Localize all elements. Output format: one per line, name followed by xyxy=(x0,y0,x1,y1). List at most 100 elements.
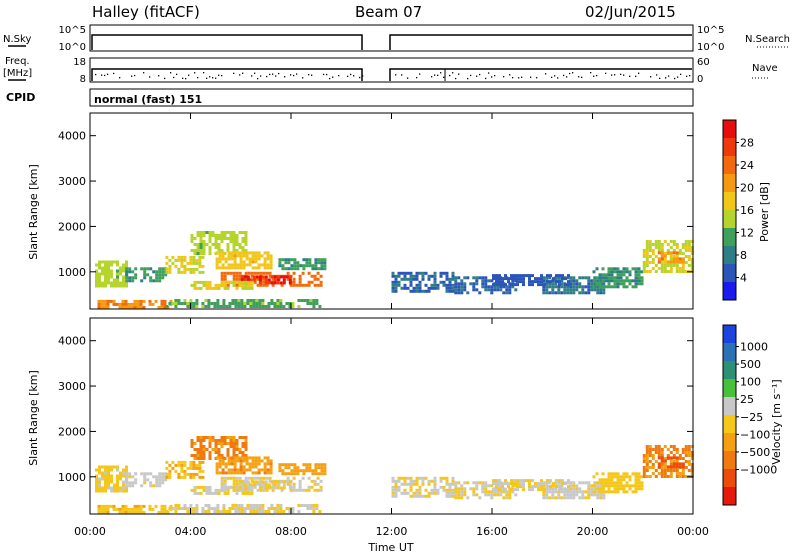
power-cell xyxy=(675,246,679,249)
velocity-cell xyxy=(236,468,240,472)
nave-dot xyxy=(101,74,103,76)
velocity-cell xyxy=(195,504,199,507)
power-colorbar-swatch xyxy=(723,192,736,211)
date-title: 02/Jun/2015 xyxy=(585,3,676,21)
velocity-cell xyxy=(168,463,172,467)
velocity-cell xyxy=(418,488,422,492)
velocity-cell xyxy=(127,507,131,511)
power-cell xyxy=(663,254,667,258)
power-cell xyxy=(654,270,658,273)
velocity-cell xyxy=(487,484,491,488)
power-cell xyxy=(648,240,652,243)
velocity-cell xyxy=(554,490,558,494)
velocity-cell xyxy=(195,510,199,513)
velocity-cell xyxy=(619,487,623,491)
power-cell xyxy=(239,263,243,267)
nave-dot xyxy=(494,75,496,77)
velocity-colorbar-tick-label: 100 xyxy=(740,376,761,389)
velocity-cell xyxy=(227,471,231,475)
velocity-cell xyxy=(249,483,253,487)
nave-dot xyxy=(479,73,481,76)
power-cell xyxy=(220,234,224,237)
velocity-cell xyxy=(298,482,302,486)
velocity-cell xyxy=(131,481,135,485)
velocity-cell xyxy=(270,480,274,484)
velocity-cell xyxy=(445,482,449,486)
velocity-cell xyxy=(130,510,134,514)
velocity-cell xyxy=(133,510,137,514)
power-cell xyxy=(134,276,138,280)
velocity-cell xyxy=(558,485,561,489)
power-cell xyxy=(433,271,437,275)
power-cell xyxy=(190,249,194,252)
power-cell xyxy=(195,299,199,302)
power-cell xyxy=(616,270,620,274)
velocity-cell xyxy=(409,485,413,489)
velocity-cell xyxy=(190,442,194,445)
power-cell xyxy=(454,279,458,283)
velocity-cell xyxy=(672,445,676,448)
velocity-cell xyxy=(316,482,320,486)
power-cell xyxy=(183,270,187,274)
velocity-cell xyxy=(610,478,614,482)
power-cell xyxy=(253,280,257,284)
velocity-cell xyxy=(97,504,101,508)
velocity-cell xyxy=(528,482,531,486)
power-cell xyxy=(304,283,308,287)
nave-dot xyxy=(443,76,445,78)
power-cell xyxy=(244,280,248,284)
power-cell xyxy=(545,276,549,280)
velocity-cell xyxy=(397,488,401,492)
power-cell xyxy=(551,285,555,289)
power-cell xyxy=(243,278,247,282)
velocity-cell xyxy=(291,507,295,510)
power-cell xyxy=(681,270,685,273)
velocity-cell xyxy=(104,480,107,484)
velocity-y-tick-label: 4000 xyxy=(58,335,86,348)
power-cell xyxy=(208,280,212,284)
velocity-cell xyxy=(290,463,294,467)
power-cell xyxy=(424,283,428,287)
power-cell xyxy=(196,234,200,237)
power-cell xyxy=(610,270,614,274)
velocity-cell xyxy=(211,448,215,451)
power-cell xyxy=(249,299,253,302)
velocity-cell xyxy=(276,507,280,510)
power-cell xyxy=(208,234,212,237)
velocity-cell xyxy=(269,465,273,469)
power-cell xyxy=(317,267,321,271)
velocity-cell xyxy=(675,475,679,478)
velocity-cell xyxy=(317,463,321,467)
power-cell xyxy=(218,260,222,264)
power-cell xyxy=(502,291,506,295)
velocity-cell xyxy=(549,485,552,489)
power-cell xyxy=(241,249,245,252)
velocity-cell xyxy=(210,507,214,510)
velocity-cell xyxy=(660,462,664,466)
power-cell xyxy=(522,283,525,287)
velocity-cell xyxy=(220,439,224,442)
velocity-cell xyxy=(598,481,602,485)
velocity-cell xyxy=(174,463,178,467)
power-cell xyxy=(263,266,267,270)
nave-dot xyxy=(665,77,667,79)
power-cell xyxy=(163,305,167,309)
velocity-cell xyxy=(454,484,458,488)
velocity-cell xyxy=(124,507,128,511)
velocity-cell xyxy=(316,488,320,492)
velocity-cell xyxy=(564,488,567,492)
velocity-cell xyxy=(288,483,292,487)
power-cell xyxy=(554,291,558,295)
power-cell xyxy=(303,299,307,302)
velocity-cell xyxy=(227,462,231,466)
velocity-cell xyxy=(223,488,227,492)
power-cell xyxy=(125,273,129,277)
power-cell xyxy=(300,299,304,302)
power-cell xyxy=(666,264,670,267)
velocity-cell xyxy=(569,493,573,497)
velocity-cell xyxy=(258,504,262,507)
velocity-colorbar-tick-label: −500 xyxy=(740,446,770,459)
velocity-cell xyxy=(258,486,262,490)
power-cell xyxy=(619,282,623,286)
